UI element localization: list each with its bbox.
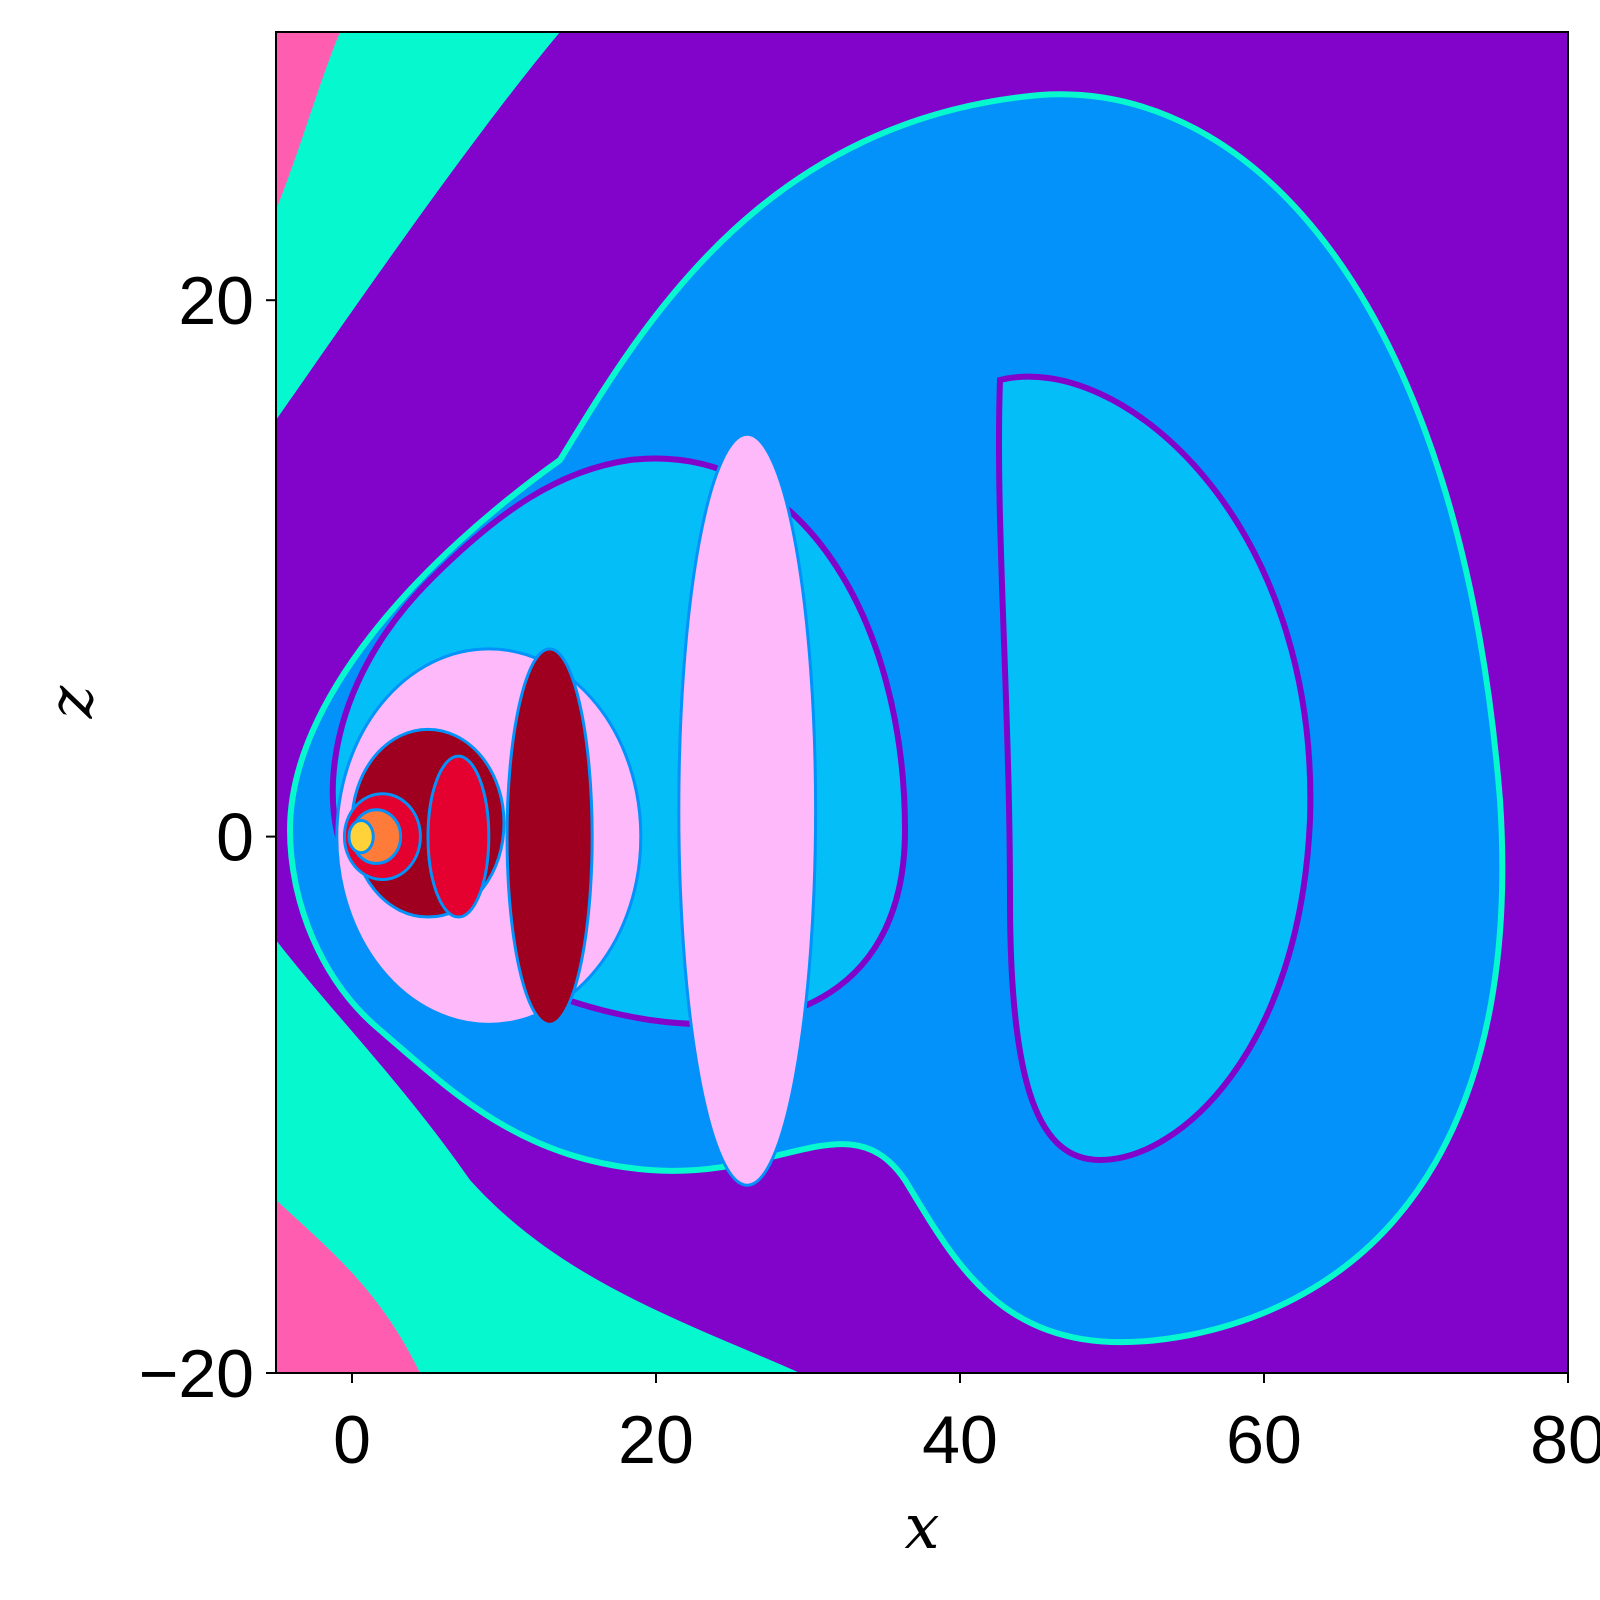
pink-band-bottom-left <box>276 1200 420 1373</box>
region-red-lobe <box>426 754 491 919</box>
right-cyan-shape <box>995 373 1314 1164</box>
y-tick-label: 20 <box>178 263 254 339</box>
x-tick-label: 20 <box>618 1402 694 1478</box>
x-tick-label: 80 <box>1530 1402 1600 1478</box>
y-tick-label: −20 <box>139 1336 254 1412</box>
x-tick-label: 40 <box>922 1402 998 1478</box>
y-axis: −20 0 20 <box>139 263 276 1412</box>
region-light-pink-crescent <box>677 432 818 1187</box>
x-tick-label: 60 <box>1226 1402 1302 1478</box>
x-tick-label: 0 <box>333 1402 371 1478</box>
y-tick-label: 0 <box>216 800 254 876</box>
plot-frame <box>275 31 1569 1374</box>
region-yellow-center <box>347 819 375 855</box>
x-axis: 0 20 40 60 80 <box>333 1373 1600 1478</box>
region-dark-red-crescent <box>505 647 594 1026</box>
outer-band-bottom-left <box>276 940 800 1373</box>
heatmap-regions <box>335 432 818 1187</box>
y-axis-label: z <box>34 685 107 719</box>
pink-band-top-left <box>276 32 340 210</box>
x-axis-label: x <box>905 1490 940 1563</box>
outer-band-top-left <box>276 32 560 420</box>
